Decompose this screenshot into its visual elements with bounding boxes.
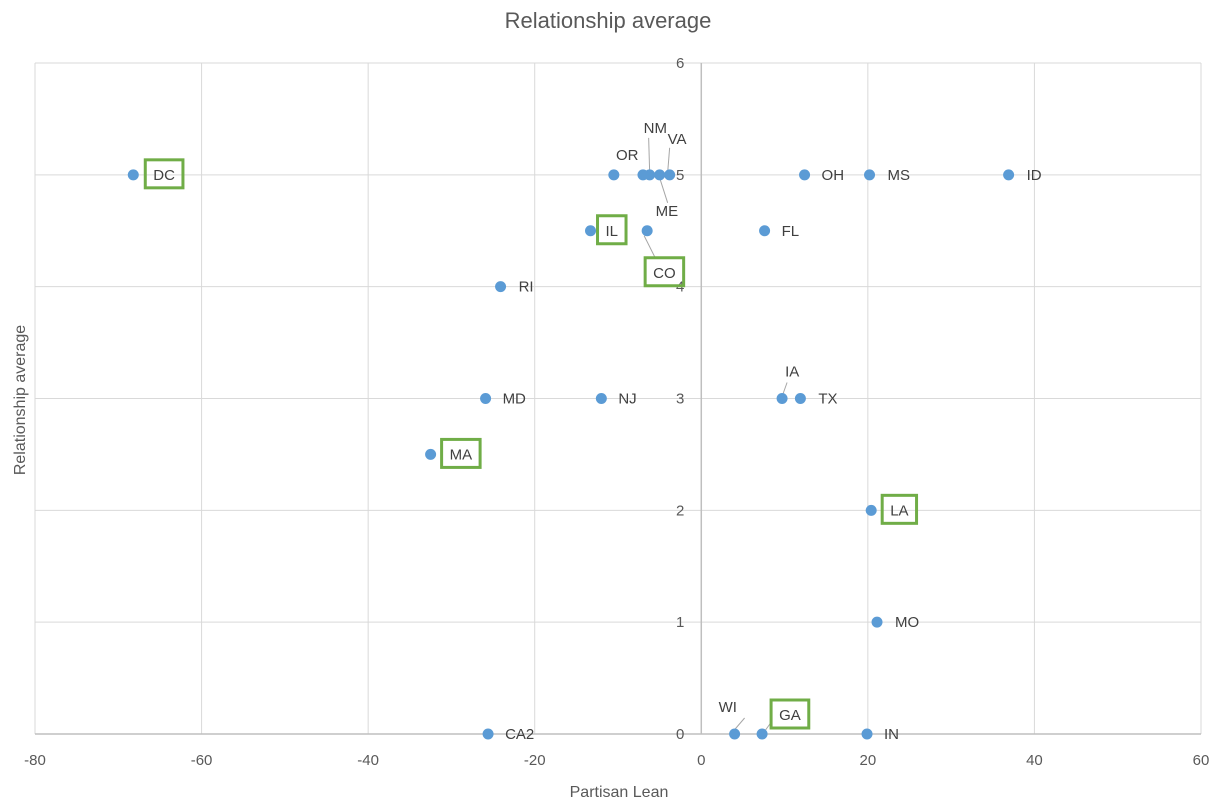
x-tick-label: -60: [191, 752, 213, 769]
leader-line: [643, 235, 656, 258]
point-label: IN: [884, 726, 899, 743]
point-label: ME: [656, 203, 679, 220]
point-label: RI: [519, 279, 534, 296]
point-label: MA: [450, 446, 473, 463]
data-point: [861, 728, 873, 740]
point-label: NJ: [618, 391, 636, 408]
data-point: [495, 281, 507, 293]
point-label: CA2: [505, 726, 534, 743]
chart-title: Relationship average: [505, 8, 712, 33]
x-tick-label: -80: [24, 752, 46, 769]
point-label: NM: [644, 120, 667, 137]
x-tick-label: 60: [1193, 752, 1210, 769]
highlight-box: [769, 698, 811, 730]
point-label: IL: [606, 223, 619, 240]
point-label: OH: [822, 167, 845, 184]
point-label: OR: [616, 147, 639, 164]
leader-line: [667, 147, 671, 173]
y-axis-title: Relationship average: [12, 325, 29, 475]
data-point: [865, 504, 877, 516]
point-label: GA: [779, 707, 801, 724]
point-label: TX: [818, 391, 837, 408]
highlight-box: [596, 214, 628, 246]
x-tick-label: -20: [524, 752, 546, 769]
data-point: [729, 728, 741, 740]
data-point: [776, 393, 788, 404]
leader-line: [659, 177, 669, 203]
x-axis-title: Partisan Lean: [570, 784, 669, 801]
x-tick-label: -40: [357, 752, 379, 769]
y-tick-label: 2: [676, 502, 684, 519]
data-point: [654, 169, 666, 181]
point-label: MO: [895, 614, 919, 631]
highlight-box: [143, 158, 185, 190]
data-point: [664, 169, 676, 181]
data-point: [864, 169, 876, 181]
x-tick-label: 40: [1026, 752, 1043, 769]
data-point: [425, 448, 437, 460]
x-tick-labels: -80 -60 -40 -20 0 20 40 60: [24, 752, 1209, 769]
point-label: WI: [719, 699, 737, 716]
point-label: CO: [653, 265, 676, 282]
data-point: [794, 393, 806, 404]
point-label: FL: [782, 223, 800, 240]
y-tick-label: 1: [676, 614, 684, 631]
data-point: [871, 616, 883, 628]
point-label: VA: [668, 131, 687, 148]
x-tick-label: 0: [697, 752, 705, 769]
point-label: LA: [890, 502, 908, 519]
highlight-box: [440, 437, 482, 469]
y-tick-label: 6: [676, 55, 684, 72]
point-label: MD: [503, 391, 526, 408]
data-point: [595, 393, 607, 404]
data-points: [127, 169, 1015, 740]
leader-line: [648, 137, 651, 172]
point-label: IA: [785, 364, 799, 381]
data-point: [759, 225, 771, 237]
data-point: [756, 728, 768, 740]
data-point: [799, 169, 811, 181]
highlight-box: [880, 493, 919, 525]
data-point: [480, 393, 492, 404]
point-label: ID: [1027, 167, 1042, 184]
highlight-box: [643, 256, 686, 288]
data-point: [641, 225, 653, 237]
data-point: [482, 728, 494, 740]
data-point: [127, 169, 139, 181]
data-point: [1003, 169, 1015, 181]
gridlines: [34, 62, 1202, 734]
point-label: MS: [888, 167, 911, 184]
data-point: [608, 169, 620, 181]
data-point: [637, 169, 649, 181]
y-tick-label: 3: [676, 391, 684, 408]
y-tick-label: 5: [676, 167, 684, 184]
x-tick-label: 20: [860, 752, 877, 769]
axes: [35, 63, 1201, 735]
y-tick-label: 0: [676, 726, 684, 743]
point-label: DC: [153, 167, 175, 184]
data-point: [585, 225, 597, 237]
